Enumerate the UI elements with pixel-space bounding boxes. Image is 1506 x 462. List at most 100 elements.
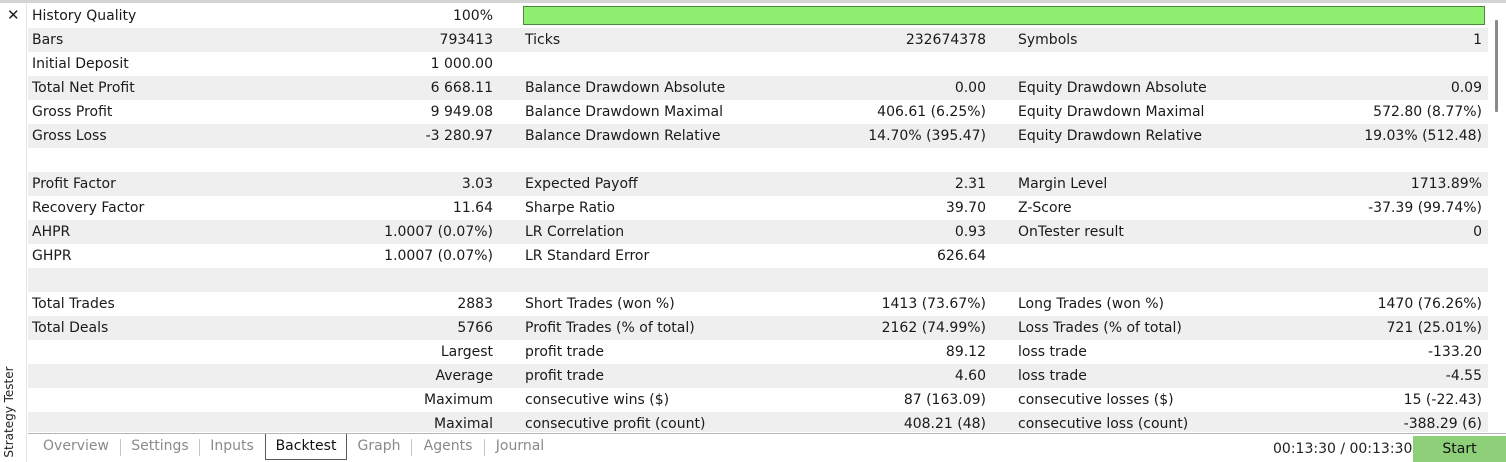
row-value: 39.70 (945, 200, 986, 216)
row-value: Average (435, 368, 494, 384)
row-value: 4.60 (954, 368, 986, 384)
report-row: AHPR 1.0007 (0.07%) LR Correlation 0.93 OnTe… (28, 220, 1488, 244)
row-label: Sharpe Ratio (525, 200, 615, 216)
start-button[interactable]: Start (1413, 436, 1506, 462)
row-value: 1413 (73.67%) (881, 296, 986, 312)
history-quality-bar (523, 6, 1485, 25)
history-quality-value: 100% (452, 8, 493, 24)
tab-agents[interactable]: Agents (423, 438, 473, 454)
report-row: Profit Factor 3.03 Expected Payoff 2.31 Marg… (28, 172, 1488, 196)
report-row: Recovery Factor 11.64 Sharpe Ratio 39.70 Z-S… (28, 196, 1488, 220)
row-value: 406.61 (6.25%) (877, 104, 986, 120)
row-label: Gross Loss (32, 128, 107, 144)
row-value: 11.64 (452, 200, 493, 216)
report-row: Total Deals 5766 Profit Trades (% of total… (28, 316, 1488, 340)
row-value: 2883 (457, 296, 493, 312)
row-value: 89.12 (945, 344, 986, 360)
history-quality-label: History Quality (32, 8, 137, 24)
row-value: 1.0007 (0.07%) (384, 224, 493, 240)
row-label: Equity Drawdown Maximal (1018, 104, 1205, 120)
row-value: -37.39 (99.74%) (1368, 200, 1482, 216)
row-value: 19.03% (512.48) (1364, 128, 1482, 144)
row-value: 793413 (439, 32, 493, 48)
row-label: loss trade (1018, 368, 1087, 384)
tab-graph[interactable]: Graph (357, 438, 401, 454)
row-value: 1 (1473, 32, 1482, 48)
backtest-report: History Quality 100% Bars 793413 Ticks 2326… (28, 4, 1488, 432)
tab-settings[interactable]: Settings (131, 438, 189, 454)
row-value: 1.0007 (0.07%) (384, 248, 493, 264)
row-value: 232674378 (905, 32, 986, 48)
row-label: Balance Drawdown Relative (525, 128, 721, 144)
report-row: GHPR 1.0007 (0.07%) LR Standard Error 626.6… (28, 244, 1488, 268)
row-label: GHPR (32, 248, 72, 264)
vertical-scrollbar[interactable] (1488, 4, 1506, 432)
row-label: AHPR (32, 224, 71, 240)
row-value: 1 000.00 (430, 56, 493, 72)
report-row: Largest profit trade 89.12 loss trade -133.2… (28, 340, 1488, 364)
row-value: 0.93 (954, 224, 986, 240)
report-row: Average profit trade 4.60 loss trade -4.55 (28, 364, 1488, 388)
tab-backtest[interactable]: Backtest (265, 434, 347, 460)
row-label: Long Trades (won %) (1018, 296, 1164, 312)
row-label: Initial Deposit (32, 56, 129, 72)
tab-journal[interactable]: Journal (495, 438, 545, 454)
row-label: Profit Factor (32, 176, 116, 192)
row-label: consecutive profit (count) (525, 416, 706, 432)
row-label: LR Standard Error (525, 248, 650, 264)
row-value: 2.31 (954, 176, 986, 192)
tab-separator (411, 439, 412, 456)
row-label: Total Trades (32, 296, 115, 312)
row-value: 1713.89% (1410, 176, 1482, 192)
row-value: 5766 (457, 320, 493, 336)
report-row: Total Net Profit 6 668.11 Balance Drawdown… (28, 76, 1488, 100)
row-value: -4.55 (1445, 368, 1482, 384)
row-label: loss trade (1018, 344, 1087, 360)
row-value: 6 668.11 (430, 80, 493, 96)
row-label: Equity Drawdown Absolute (1018, 80, 1207, 96)
row-label: Gross Profit (32, 104, 113, 120)
row-label: consecutive loss (count) (1018, 416, 1189, 432)
row-label: Total Net Profit (32, 80, 135, 96)
row-value: 14.70% (395.47) (868, 128, 986, 144)
row-value: Maximum (424, 392, 493, 408)
row-label: Recovery Factor (32, 200, 145, 216)
close-icon[interactable]: ✕ (7, 6, 20, 24)
tab-inputs[interactable]: Inputs (210, 438, 254, 454)
report-row: Total Trades 2883 Short Trades (won %) 1413… (28, 292, 1488, 316)
report-row: Initial Deposit 1 000.00 (28, 52, 1488, 76)
row-label: Bars (32, 32, 64, 48)
row-label: Short Trades (won %) (525, 296, 675, 312)
tab-separator (199, 439, 200, 456)
tab-separator (120, 439, 121, 456)
tab-overview[interactable]: Overview (43, 438, 109, 454)
tester-tabs-bar: Overview Settings Inputs Backtest Graph … (28, 433, 1506, 462)
row-label: profit trade (525, 368, 604, 384)
row-label: Expected Payoff (525, 176, 638, 192)
row-value: 2162 (74.99%) (881, 320, 986, 336)
scrollbar-thumb[interactable] (1495, 20, 1498, 112)
panel-title: Strategy Tester (2, 366, 16, 458)
row-label: Total Deals (32, 320, 109, 336)
row-value: 408.21 (48) (903, 416, 986, 432)
row-label: Symbols (1018, 32, 1078, 48)
report-row: Bars 793413 Ticks 232674378 Symbols 1 (28, 28, 1488, 52)
report-row (28, 268, 1488, 292)
panel-side-strip: ✕ Strategy Tester (0, 3, 27, 462)
row-value: -388.29 (6) (1403, 416, 1482, 432)
row-label: Balance Drawdown Absolute (525, 80, 726, 96)
row-label: consecutive losses ($) (1018, 392, 1174, 408)
row-value: 3.03 (461, 176, 493, 192)
row-label: Z-Score (1018, 200, 1072, 216)
row-label: profit trade (525, 344, 604, 360)
elapsed-timer: 00:13:30 / 00:13:30 (1273, 441, 1413, 457)
row-value: Largest (440, 344, 493, 360)
row-value: 15 (-22.43) (1403, 392, 1482, 408)
top-border (0, 0, 1506, 3)
row-value: -133.20 (1427, 344, 1482, 360)
row-label: Balance Drawdown Maximal (525, 104, 724, 120)
row-label: LR Correlation (525, 224, 625, 240)
row-value: 626.64 (937, 248, 986, 264)
row-value: 1470 (76.26%) (1377, 296, 1482, 312)
report-row: Gross Profit 9 949.08 Balance Drawdown Max… (28, 100, 1488, 124)
